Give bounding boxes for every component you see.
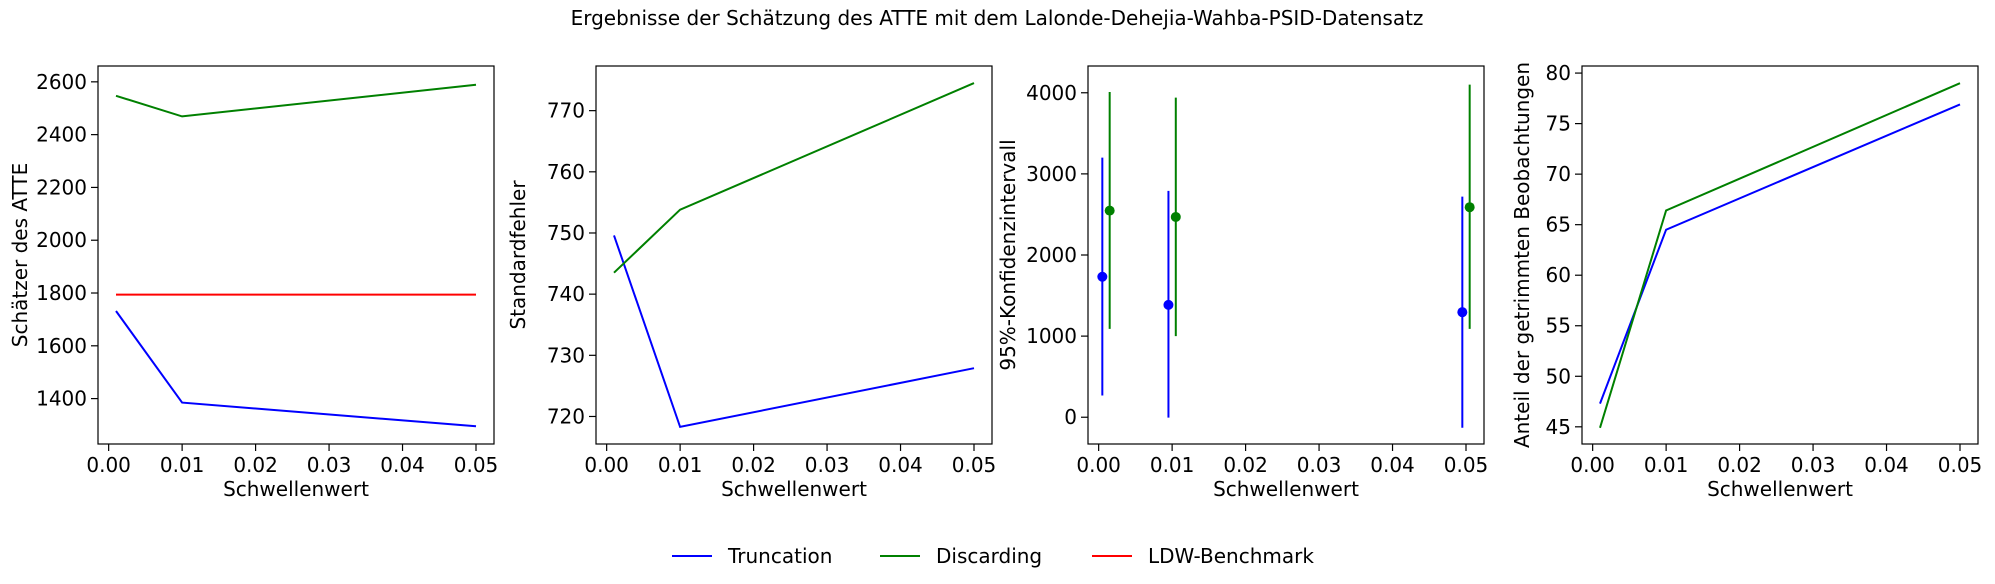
x-axis-label: Schwellenwert: [223, 477, 369, 501]
y-tick-label: 70: [1546, 162, 1571, 186]
chart-panel-3: 0.00 0.01 0.02 0.03 0.04 0.05 0 1000 2000 3000 400…: [996, 65, 1489, 501]
y-tick-label: 45: [1546, 415, 1571, 439]
y-tick-label: 4000: [1026, 81, 1077, 105]
legend: Truncation Discarding LDW-Benchmark: [672, 544, 1314, 568]
y-tick-label: 1400: [36, 387, 87, 411]
legend-label: LDW-Benchmark: [1148, 544, 1314, 568]
y-tick-label: 65: [1546, 213, 1571, 237]
y-tick-label: 2600: [36, 70, 87, 94]
x-tick-label: 0.00: [584, 453, 629, 477]
y-tick-label: 75: [1546, 112, 1571, 136]
x-tick-label: 0.02: [731, 453, 776, 477]
x-tick-label: 0.01: [658, 453, 703, 477]
x-axis-label: Schwellenwert: [1213, 477, 1359, 501]
y-tick-label: 0: [1064, 405, 1077, 429]
series-line-truncation: [613, 235, 975, 429]
data-point: [1457, 307, 1468, 318]
x-axis-label: Schwellenwert: [721, 477, 867, 501]
x-tick-label: 0.03: [307, 453, 352, 477]
y-tick-label: 1600: [36, 334, 87, 358]
legend-label: Discarding: [936, 544, 1042, 568]
plot-frame: [1581, 65, 1979, 445]
y-tick-label: 3000: [1026, 162, 1077, 186]
legend-entry-truncation: Truncation: [672, 544, 832, 568]
x-axis-label: Schwellenwert: [1707, 477, 1853, 501]
x-tick-label: 0.01: [1644, 453, 1689, 477]
y-tick-label: 1000: [1026, 324, 1077, 348]
x-tick-label: 0.02: [1717, 453, 1762, 477]
x-tick-label: 0.05: [454, 453, 499, 477]
y-tick-label: 55: [1546, 314, 1571, 338]
series-line-discarding: [1599, 82, 1961, 429]
x-tick-label: 0.02: [1223, 453, 1268, 477]
x-tick-label: 0.00: [1076, 453, 1121, 477]
x-tick-label: 0.04: [878, 453, 923, 477]
plot-frame: [97, 65, 495, 445]
x-tick-label: 0.03: [805, 453, 850, 477]
figure-title: Ergebnisse der Schätzung des ATTE mit de…: [571, 6, 1424, 30]
y-tick-label: 50: [1546, 364, 1571, 388]
x-tick-label: 0.03: [1297, 453, 1342, 477]
y-tick-label: 2200: [36, 175, 87, 199]
legend-entry-ldw-benchmark: LDW-Benchmark: [1092, 544, 1314, 568]
x-tick-label: 0.00: [86, 453, 131, 477]
data-point: [1464, 202, 1475, 213]
x-tick-label: 0.04: [380, 453, 425, 477]
y-tick-label: 770: [547, 99, 585, 123]
y-tick-label: 720: [547, 404, 585, 428]
y-axis-label: Anteil der getrimmten Beobachtungen: [1510, 62, 1534, 448]
y-axis-label: Schätzer des ATTE: [8, 163, 32, 347]
y-tick-label: 2000: [36, 228, 87, 252]
x-tick-label: 0.05: [1444, 453, 1489, 477]
y-tick-label: 750: [547, 221, 585, 245]
y-axis-label: 95%-Konfidenzintervall: [996, 139, 1020, 370]
data-point: [1104, 205, 1115, 216]
y-tick-label: 740: [547, 282, 585, 306]
x-tick-label: 0.05: [1938, 453, 1983, 477]
plot-frame: [595, 65, 993, 445]
legend-entry-discarding: Discarding: [880, 544, 1042, 568]
series-line-discarding: [115, 83, 477, 118]
y-tick-label: 760: [547, 160, 585, 184]
y-tick-label: 2400: [36, 123, 87, 147]
y-axis-label: Standardfehler: [506, 180, 530, 330]
x-tick-label: 0.04: [1370, 453, 1415, 477]
series-line-truncation: [1599, 103, 1961, 404]
x-tick-label: 0.05: [952, 453, 997, 477]
y-tick-label: 730: [547, 343, 585, 367]
x-tick-label: 0.02: [233, 453, 278, 477]
data-point: [1163, 299, 1174, 310]
series-line-discarding: [613, 82, 975, 274]
y-tick-label: 80: [1546, 61, 1571, 85]
x-tick-label: 0.04: [1864, 453, 1909, 477]
y-tick-label: 60: [1546, 263, 1571, 287]
chart-panel-4: 0.00 0.01 0.02 0.03 0.04 0.05 45 50 55 60 65 70 75 80…: [1510, 61, 1982, 501]
x-tick-label: 0.00: [1570, 453, 1615, 477]
legend-label: Truncation: [727, 544, 832, 568]
series-line-truncation: [115, 310, 477, 428]
y-tick-label: 2000: [1026, 243, 1077, 267]
chart-panel-2: 0.00 0.01 0.02 0.03 0.04 0.05 720 730 740 750 760 7…: [506, 65, 997, 501]
data-point: [1097, 271, 1108, 282]
data-point: [1170, 211, 1181, 222]
x-tick-label: 0.01: [160, 453, 205, 477]
y-tick-label: 1800: [36, 281, 87, 305]
chart-panel-1: 0.00 0.01 0.02 0.03 0.04 0.05 1400 1600 1800 2000…: [8, 65, 499, 501]
plot-frame: [1087, 65, 1485, 445]
x-tick-label: 0.01: [1150, 453, 1195, 477]
x-tick-label: 0.03: [1791, 453, 1836, 477]
